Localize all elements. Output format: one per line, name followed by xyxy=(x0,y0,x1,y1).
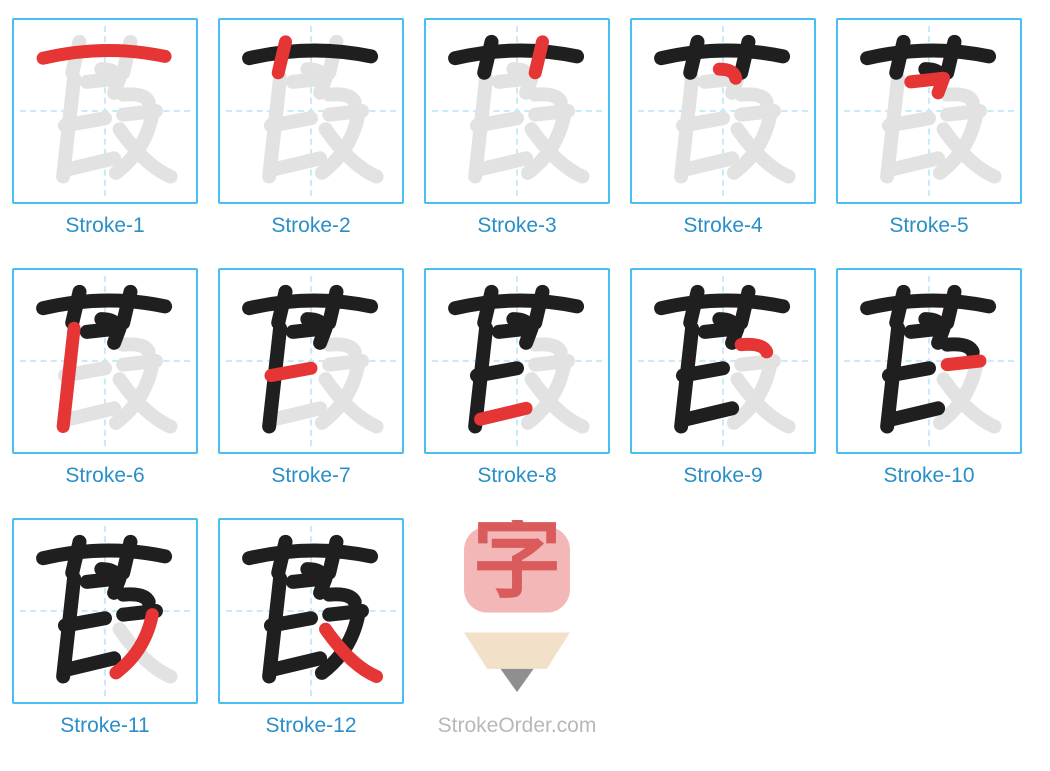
stroke-panel: Stroke-1 xyxy=(12,18,198,238)
stroke-tile xyxy=(424,268,610,454)
stroke-label: Stroke-4 xyxy=(683,214,762,238)
stroke-panel: Stroke-5 xyxy=(836,18,1022,238)
stroke-label: Stroke-7 xyxy=(271,464,350,488)
stroke-panel: Stroke-11 xyxy=(12,518,198,738)
stroke-tile xyxy=(12,18,198,204)
pencil-icon: 字 xyxy=(426,520,608,702)
stroke-label: Stroke-11 xyxy=(60,714,150,738)
stroke-panel: Stroke-3 xyxy=(424,18,610,238)
stroke-tile xyxy=(630,18,816,204)
stroke-label: Stroke-1 xyxy=(65,214,144,238)
stroke-tile xyxy=(836,18,1022,204)
stroke-tile xyxy=(12,518,198,704)
stroke-tile xyxy=(424,18,610,204)
stroke-tile xyxy=(12,268,198,454)
stroke-label: Stroke-3 xyxy=(477,214,556,238)
watermark: StrokeOrder.com xyxy=(438,714,597,738)
logo-panel: 字 StrokeOrder.com xyxy=(424,518,610,738)
stroke-label: Stroke-9 xyxy=(683,464,762,488)
stroke-panel: Stroke-4 xyxy=(630,18,816,238)
stroke-tile xyxy=(630,268,816,454)
stroke-label: Stroke-8 xyxy=(477,464,556,488)
stroke-tile xyxy=(218,18,404,204)
stroke-panel: Stroke-2 xyxy=(218,18,404,238)
stroke-panel: Stroke-8 xyxy=(424,268,610,488)
stroke-grid: Stroke-1 Stroke-2 Stroke-3 Stroke-4 Stro… xyxy=(12,18,1038,738)
stroke-label: Stroke-10 xyxy=(883,464,974,488)
stroke-panel: Stroke-12 xyxy=(218,518,404,738)
stroke-panel: Stroke-9 xyxy=(630,268,816,488)
stroke-panel: Stroke-10 xyxy=(836,268,1022,488)
stroke-panel: Stroke-6 xyxy=(12,268,198,488)
logo-tile: 字 xyxy=(424,518,610,704)
logo-character: 字 xyxy=(472,520,561,608)
stroke-tile xyxy=(218,518,404,704)
stroke-label: Stroke-5 xyxy=(889,214,968,238)
stroke-label: Stroke-12 xyxy=(265,714,356,738)
stroke-tile xyxy=(836,268,1022,454)
stroke-panel: Stroke-7 xyxy=(218,268,404,488)
stroke-tile xyxy=(218,268,404,454)
stroke-label: Stroke-2 xyxy=(271,214,350,238)
stroke-label: Stroke-6 xyxy=(65,464,144,488)
